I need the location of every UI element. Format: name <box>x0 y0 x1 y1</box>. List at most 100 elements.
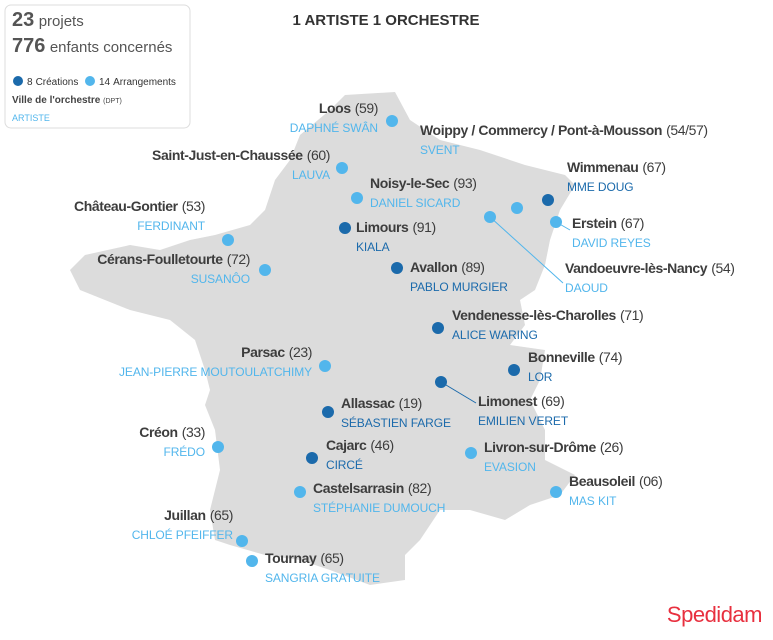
city-label: Cérans-Foulletourte (72) <box>97 251 250 267</box>
children-label: enfants concernés <box>50 39 173 56</box>
artist-label: FRÉDO <box>163 444 205 459</box>
city-label: Livron-sur-Drôme (26) <box>484 439 623 455</box>
city-dept: (59) <box>355 100 378 116</box>
location-dot <box>236 535 248 547</box>
city-label: Vandoeuvre-lès-Nancy (54) <box>565 260 734 276</box>
location-dot <box>322 406 334 418</box>
city-name: Wimmenau <box>567 159 638 175</box>
location-dot <box>336 162 348 174</box>
artist-label: JEAN-PIERRE MOUTOULATCHIMY <box>119 365 312 379</box>
artist-label: ALICE WARING <box>452 328 538 342</box>
city-dept: (93) <box>453 175 476 191</box>
city-name: Saint-Just-en-Chaussée <box>152 147 303 163</box>
city-label: Juillan (65) <box>164 507 233 523</box>
city-label: Limonest (69) <box>478 393 564 409</box>
legend-dept-label: (DPT) <box>103 98 122 105</box>
location-dot <box>542 194 554 206</box>
city-name: Juillan <box>164 507 206 523</box>
city-name: Cajarc <box>326 437 367 453</box>
location-dot <box>550 216 562 228</box>
location-dot <box>222 234 234 246</box>
city-label: Castelsarrasin (82) <box>313 480 431 496</box>
legend-entry: 14 Arrangements <box>99 77 176 88</box>
location-dot <box>351 192 363 204</box>
city-dept: (54) <box>711 260 734 276</box>
city-dept: (60) <box>307 147 330 163</box>
city-dept: (82) <box>408 480 431 496</box>
city-label: Beausoleil (06) <box>569 473 662 489</box>
city-label: Erstein (67) <box>572 215 644 231</box>
location-dot <box>294 486 306 498</box>
children-count: 776 <box>12 35 45 57</box>
city-name: Vandoeuvre-lès-Nancy <box>565 260 708 276</box>
france-outline <box>70 92 575 585</box>
artist-label: SVENT <box>420 143 460 157</box>
artist-label: SANGRIA GRATUITE <box>265 571 380 585</box>
artist-label: EMILIEN VERET <box>478 414 569 428</box>
city-dept: (23) <box>289 344 312 360</box>
city-name: Woippy / Commercy / Pont-à-Mousson <box>420 122 662 138</box>
city-dept: (53) <box>182 198 205 214</box>
city-name: Limours <box>356 219 409 235</box>
artist-label: SÉBASTIEN FARGE <box>341 415 451 430</box>
city-name: Avallon <box>410 259 457 275</box>
city-label: Loos (59) <box>319 100 378 116</box>
legend-label: Créations <box>36 77 79 88</box>
projects-label: projets <box>39 13 84 30</box>
artist-label: EVASION <box>484 460 536 474</box>
legend-label: Arrangements <box>113 77 176 88</box>
city-name: Livron-sur-Drôme <box>484 439 596 455</box>
location-dot <box>484 211 496 223</box>
leader-line <box>489 216 564 284</box>
city-label: Tournay (65) <box>265 550 344 566</box>
children-summary: 776 enfants concernés <box>12 35 172 57</box>
city-label: Wimmenau (67) <box>567 159 666 175</box>
city-label: Bonneville (74) <box>528 349 622 365</box>
artist-label: LOR <box>528 370 553 384</box>
city-name: Loos <box>319 100 351 116</box>
city-label: Vendenesse-lès-Charolles (71) <box>452 307 643 323</box>
city-dept: (71) <box>620 307 643 323</box>
city-name: Parsac <box>241 344 285 360</box>
legend-count: 14 <box>99 77 111 88</box>
city-dept: (69) <box>541 393 564 409</box>
legend-city: Ville de l'orchestre (DPT) <box>12 95 122 106</box>
city-label: Limours (91) <box>356 219 436 235</box>
city-label: Saint-Just-en-Chaussée (60) <box>152 147 330 163</box>
city-dept: (54/57) <box>666 122 708 138</box>
projects-summary: 23 projets <box>12 9 84 31</box>
artist-label: PABLO MURGIER <box>410 280 508 294</box>
city-label: Cajarc (46) <box>326 437 394 453</box>
location-dot <box>511 202 523 214</box>
city-name: Noisy-le-Sec <box>370 175 450 191</box>
city-dept: (67) <box>621 215 644 231</box>
city-dept: (65) <box>210 507 233 523</box>
artist-label: MAS KIT <box>569 494 617 508</box>
location-dot <box>465 447 477 459</box>
city-name: Vendenesse-lès-Charolles <box>452 307 617 323</box>
location-dot <box>550 486 562 498</box>
artist-label: CIRCÉ <box>326 457 363 472</box>
legend-city-label: Ville de l'orchestre <box>12 95 101 106</box>
location-dot <box>435 376 447 388</box>
locations: Loos (59) DAPHNÉ SWÂN Woippy / Commercy / P… <box>74 100 735 585</box>
city-dept: (26) <box>600 439 623 455</box>
legend-dot <box>13 76 23 86</box>
city-name: Cérans-Foulletourte <box>97 251 223 267</box>
city-dept: (91) <box>412 219 435 235</box>
artist-label: MME DOUG <box>567 180 634 194</box>
location-dot <box>306 452 318 464</box>
city-dept: (72) <box>227 251 250 267</box>
artist-label: LAUVA <box>292 168 330 182</box>
city-name: Allassac <box>341 395 395 411</box>
city-label: Créon (33) <box>139 424 205 440</box>
location-dot <box>319 360 331 372</box>
location-dot <box>508 364 520 376</box>
location-dot <box>339 222 351 234</box>
city-dept: (46) <box>370 437 393 453</box>
logo: Spedidam <box>667 602 762 627</box>
artist-label: DANIEL SICARD <box>370 196 461 210</box>
artist-label: STÉPHANIE DUMOUCH <box>313 500 445 515</box>
legend-count: 8 <box>27 77 33 88</box>
city-label: Woippy / Commercy / Pont-à-Mousson (54/57… <box>420 122 708 138</box>
